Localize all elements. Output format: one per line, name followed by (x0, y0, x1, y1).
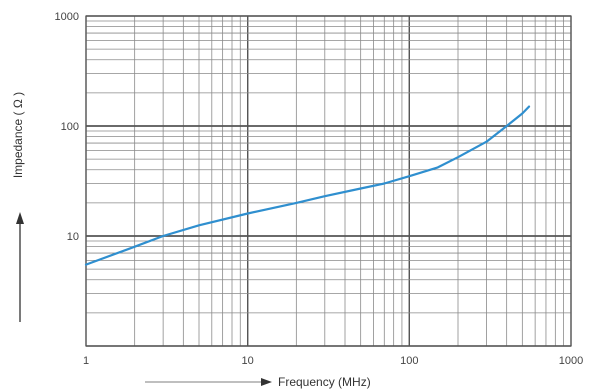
impedance-curve (84, 105, 531, 266)
y-tick-label: 1000 (55, 11, 79, 23)
y-axis-title: Impedance ( Ω ) (11, 92, 25, 178)
x-tick-label: 10 (242, 355, 254, 367)
x-tick-labels: 1 10 100 1000 (83, 355, 583, 367)
x-tick-label: 1000 (559, 355, 583, 367)
x-axis-arrow-head (261, 378, 272, 386)
grid (85, 15, 572, 347)
x-tick-label: 1 (83, 355, 89, 367)
y-tick-label: 100 (61, 121, 79, 133)
y-tick-labels: 10 100 1000 (55, 11, 79, 243)
y-axis-arrow-head (16, 212, 24, 224)
plot-frame (85, 15, 572, 347)
x-tick-label: 100 (400, 355, 418, 367)
x-axis-title: Frequency (MHz) (278, 375, 371, 389)
series-layer (84, 105, 531, 266)
y-tick-label: 10 (67, 231, 79, 243)
